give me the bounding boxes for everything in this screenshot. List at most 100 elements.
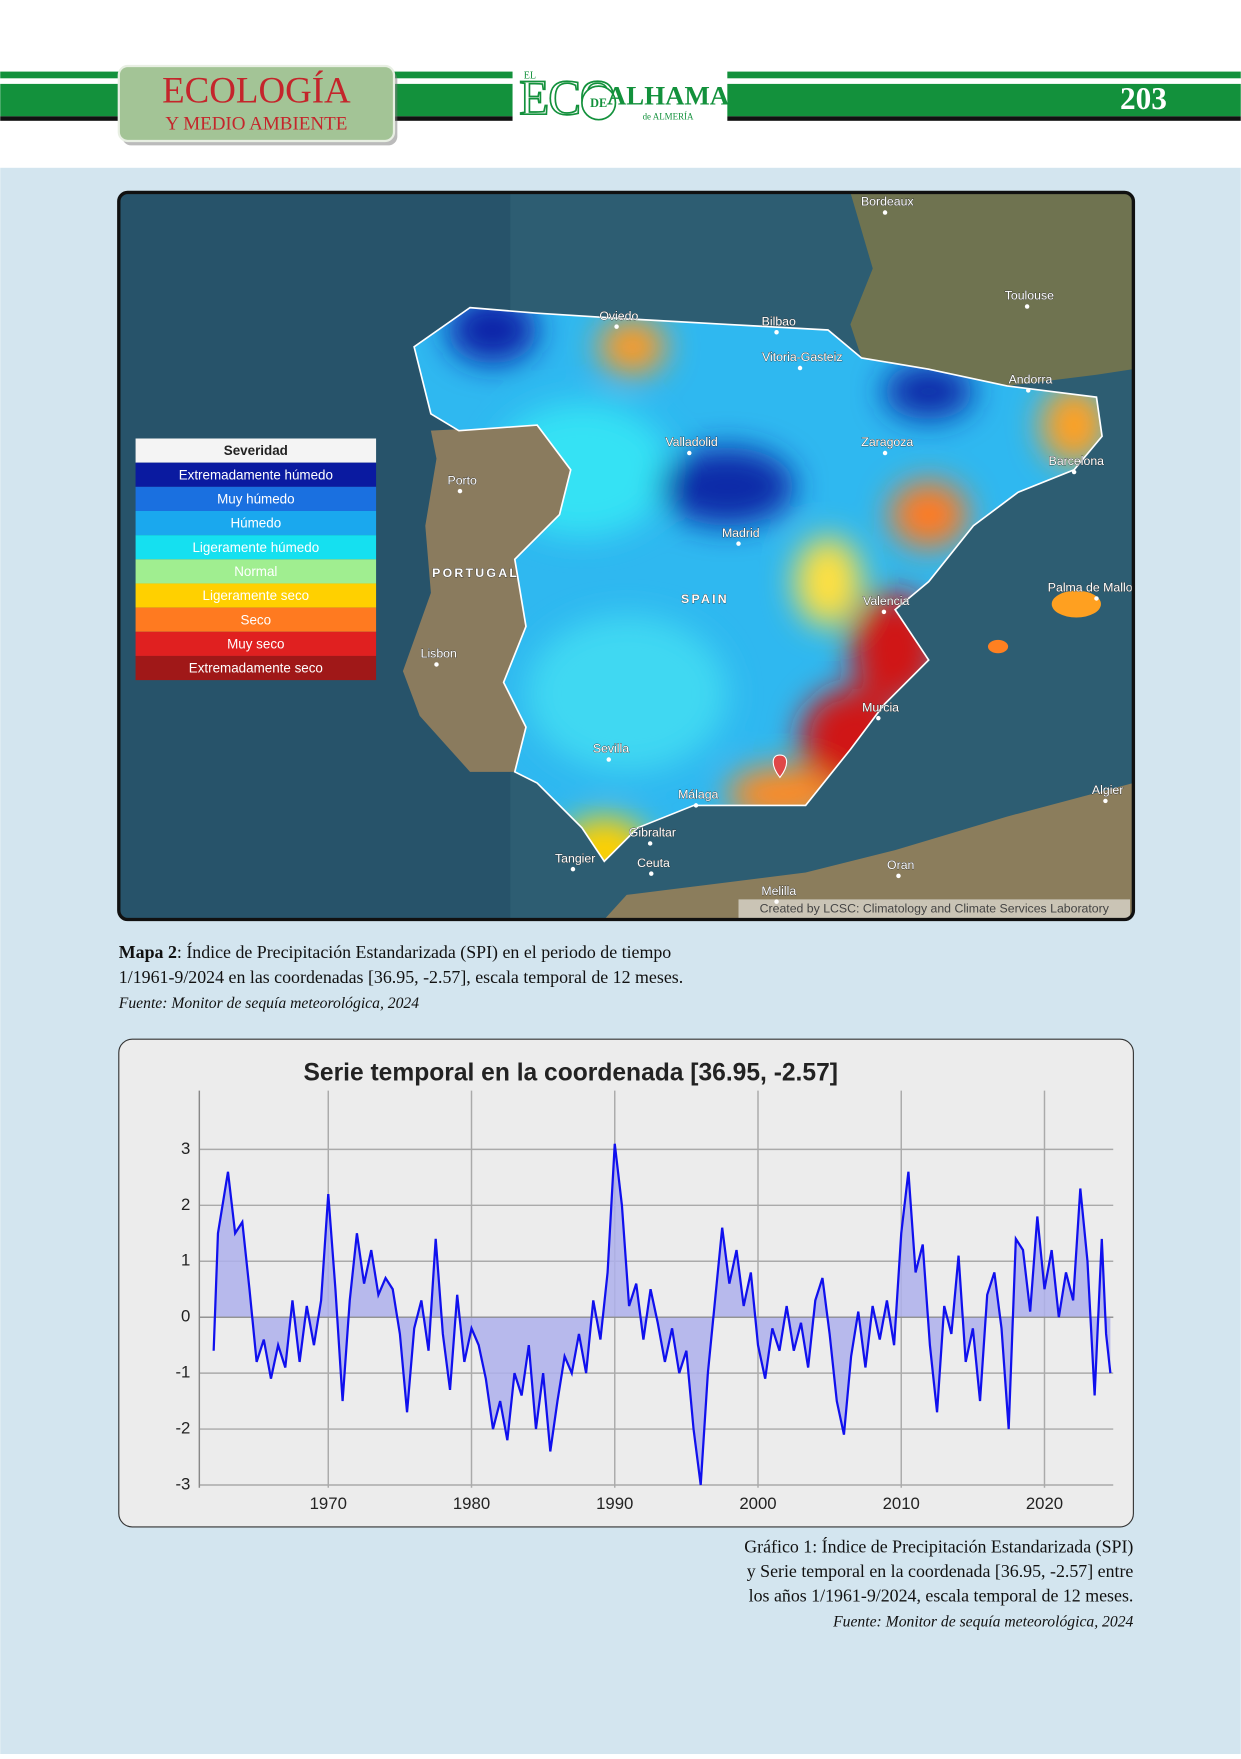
legend-item: Húmedo: [230, 516, 281, 531]
y-tick-label: 3: [181, 1139, 190, 1158]
city-dot: [1094, 596, 1099, 601]
y-tick-label: 0: [181, 1307, 190, 1326]
city-label: Zaragoza: [861, 435, 913, 449]
legend-swatch: [135, 655, 377, 681]
city-dot: [570, 866, 576, 872]
city-dot: [649, 871, 654, 876]
city-label: Palma de Mallorca: [1048, 581, 1150, 595]
chart: -3 -2 -1 0 1 2 3 1970 1980 1990 2000 2010 2020: [175, 1090, 1114, 1513]
logo-alhama: ALHAMA: [607, 81, 730, 111]
legend-swatch: [135, 486, 377, 511]
city-dot: [882, 450, 888, 456]
chart-caption-source: Fuente: Monitor de sequía meteorológica,…: [832, 1614, 1133, 1631]
section-subtitle: Y MEDIO AMBIENTE: [165, 114, 347, 135]
logo-el: EL: [524, 70, 536, 81]
logo-box: [512, 69, 728, 124]
x-tick-label: 1990: [596, 1494, 633, 1513]
legend-item: Muy seco: [227, 637, 284, 652]
credit-bg: [738, 899, 1131, 919]
y-tick-label: -2: [175, 1418, 190, 1437]
city-label: Tangier: [555, 851, 595, 865]
page-number: 203: [1120, 81, 1167, 116]
y-tick-label: -1: [175, 1363, 190, 1382]
chart-caption-text: Gráfico 1: Índice de Precipitación Estan…: [744, 1535, 1133, 1557]
city-label: Madrid: [722, 526, 760, 540]
logo-circle: [581, 85, 617, 121]
city-dot: [434, 662, 439, 667]
legend-item: Seco: [241, 612, 272, 627]
legend-header: [135, 438, 377, 463]
map-caption-line: Mapa 2: Índice de Precipitación Estandar…: [119, 941, 672, 963]
city-dot: [1071, 469, 1077, 475]
ibiza: [987, 639, 1009, 654]
city-label: Oran: [887, 858, 914, 872]
city-label: Melilla: [761, 884, 796, 898]
city-label: Bilbao: [762, 314, 796, 328]
y-tick-label: -3: [175, 1474, 190, 1493]
legend-item: Ligeramente seco: [203, 588, 310, 603]
section-badge: [117, 64, 396, 143]
chart-caption-text: y Serie temporal en la coordenada [36.95…: [747, 1561, 1134, 1581]
city-label: Valladolid: [665, 435, 718, 449]
legend-swatch: [135, 462, 377, 487]
y-tick-label: 1: [181, 1251, 190, 1270]
legend-item: Ligeramente húmedo: [192, 540, 319, 555]
city-dot: [647, 841, 653, 846]
legend-item: Extremadamente seco: [189, 661, 323, 676]
city-dot: [457, 488, 463, 494]
area: [213, 1143, 1111, 1485]
map-caption-source: Fuente: Monitor de sequía meteorológica,…: [118, 995, 419, 1012]
city-label: Lisbon: [421, 647, 457, 661]
map-labels: Bordeaux Toulouse Oviedo Bilbao Vitoria-Gast…: [420, 194, 1150, 904]
city-label: Bordeaux: [861, 195, 914, 209]
legend-item: Normal: [234, 564, 277, 579]
legend-swatch: [135, 559, 377, 584]
city-dot: [896, 873, 901, 879]
france: [850, 192, 1134, 386]
map-legend: Severidad Extremadamente húmedo Muy húmedo…: [135, 438, 377, 681]
map-caption-text: 1/1961-9/2024 en las coordenadas [36.95,…: [119, 967, 683, 987]
city-label: Vitoria-Gasteiz: [762, 350, 842, 364]
city-label: Gibraltar: [629, 826, 676, 840]
mallorca: [1051, 590, 1101, 618]
x-tick-label: 2020: [1026, 1494, 1063, 1513]
africa: [604, 783, 1134, 920]
city-dot: [736, 541, 741, 546]
legend-item: Muy húmedo: [217, 492, 295, 507]
city-label: Valencia: [863, 594, 909, 608]
country-label: PORTUGAL: [432, 566, 519, 580]
city-dot: [1103, 798, 1108, 804]
city-dot: [882, 210, 888, 215]
city-dot: [876, 715, 881, 721]
country-label: SPAIN: [681, 592, 729, 606]
city-dot: [693, 803, 699, 808]
legend-item: Extremadamente húmedo: [179, 467, 333, 482]
map-frame: [117, 190, 1136, 922]
city-label: Málaga: [678, 788, 718, 802]
city-label: Murcia: [862, 700, 899, 714]
city-dot: [687, 450, 692, 456]
chart-title: Serie temporal en la coordenada [36.95, …: [303, 1059, 837, 1086]
city-label: Porto: [448, 473, 478, 487]
city-dot: [881, 609, 887, 615]
legend-swatch: [135, 607, 377, 632]
city-label: Ceuta: [637, 856, 670, 870]
city-dot: [797, 365, 803, 371]
legend-swatch: [135, 631, 377, 656]
legend-swatch: [135, 583, 377, 608]
x-tick-label: 2010: [883, 1494, 920, 1513]
section-title: ECOLOGÍA: [162, 69, 351, 110]
city-label: Sevilla: [593, 742, 629, 756]
city-dot: [774, 329, 779, 335]
map: Severidad Extremadamente húmedo Muy húmedo…: [118, 192, 1150, 920]
logo-almeria: de ALMERÍA: [643, 112, 694, 122]
legend-swatch: [135, 535, 377, 560]
city-label: Andorra: [1009, 373, 1053, 387]
y-tick-label: 2: [181, 1195, 190, 1214]
city-dot: [606, 757, 611, 762]
line: [212, 1143, 1112, 1486]
map-caption-text: : Índice de Precipitación Estandarizada …: [177, 941, 671, 963]
chart-caption-text: los años 1/1961-9/2024, escala temporal …: [749, 1586, 1134, 1606]
